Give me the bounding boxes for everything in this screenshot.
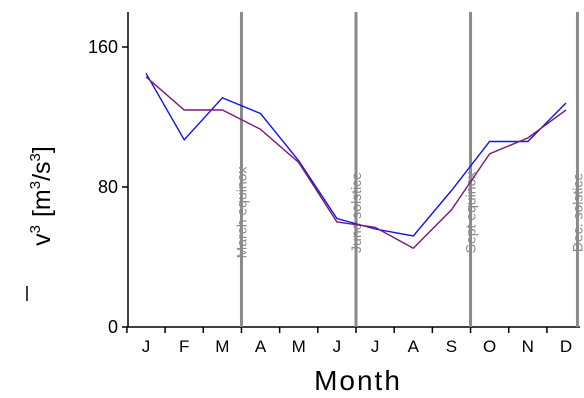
- svg-text:v3[m3/s3]: v3[m3/s3]: [27, 146, 56, 246]
- marker-label: June solstice: [348, 172, 364, 253]
- x-tick-label: J: [142, 337, 151, 356]
- series-line-1: [145, 72, 567, 237]
- x-tick-label: D: [560, 337, 572, 356]
- x-tick-label: J: [371, 337, 380, 356]
- y-tick-label: 80: [98, 177, 118, 197]
- y-label-unit-open: [m: [28, 189, 56, 217]
- marker-lines: March equinox June solstice Sept equinox De…: [233, 12, 584, 327]
- x-tick-label: A: [255, 337, 267, 356]
- x-tick-label: S: [446, 337, 457, 356]
- y-label-power: 3: [27, 225, 44, 233]
- y-axis-label: v3[m3/s3]: [26, 146, 56, 301]
- y-label-unit-close: ]: [28, 146, 56, 153]
- y-axis-ticks: 0 80 160: [88, 37, 128, 337]
- x-axis-label: Month: [314, 365, 402, 396]
- y-tick-label: 0: [108, 317, 118, 337]
- y-tick-label: 160: [88, 37, 118, 57]
- y-label-symbol: v: [28, 233, 56, 246]
- marker-label: Dec. solstice: [569, 173, 584, 253]
- y-label-unit-power-2: 3: [27, 153, 44, 161]
- y-label-unit-power-1: 3: [27, 181, 44, 189]
- x-tick-label: F: [179, 337, 189, 356]
- x-tick-label: J: [333, 337, 342, 356]
- x-tick-label: A: [408, 337, 420, 356]
- x-tick-label: M: [215, 337, 229, 356]
- y-label-unit-mid: /s: [28, 161, 56, 180]
- series-line-2: [145, 76, 567, 250]
- series-lines: [145, 72, 567, 250]
- marker-label: Sept equinox: [463, 172, 479, 254]
- x-tick-label: O: [483, 337, 496, 356]
- marker-label: March equinox: [233, 167, 249, 259]
- x-tick-label: M: [292, 337, 306, 356]
- x-tick-label: N: [522, 337, 534, 356]
